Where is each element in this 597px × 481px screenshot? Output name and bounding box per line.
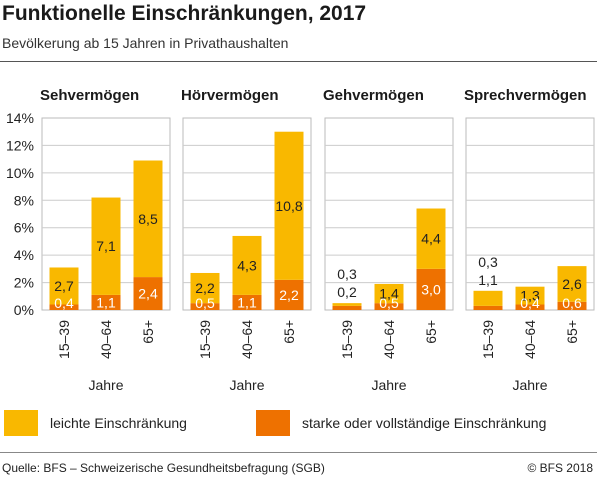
bar-light <box>515 286 545 305</box>
bar-light <box>557 266 587 302</box>
data-label-light: 1,4 <box>379 286 399 302</box>
data-label-light: 2,6 <box>562 276 582 292</box>
y-tick-label: 4% <box>14 247 34 263</box>
bar-severe <box>557 301 587 310</box>
bar-severe <box>274 279 304 310</box>
x-axis-label: Jahre <box>371 377 406 393</box>
y-tick-label: 12% <box>6 137 34 153</box>
data-label-severe: 0,3 <box>478 254 498 270</box>
y-tick-label: 10% <box>6 165 34 181</box>
legend-label-light: leichte Einschränkung <box>50 415 187 431</box>
data-label-severe: 1,1 <box>96 294 116 310</box>
bar-light <box>473 290 503 306</box>
bar-light <box>133 160 163 278</box>
x-tick-label: 15–39 <box>339 320 355 359</box>
x-axis-label: Jahre <box>88 377 123 393</box>
data-label-light: 1,1 <box>478 272 498 288</box>
x-tick-label: 40–64 <box>381 320 397 359</box>
data-label-severe: 2,4 <box>138 286 158 302</box>
data-label-severe: 2,2 <box>279 287 299 303</box>
x-tick-label: 65+ <box>423 320 439 344</box>
bar-light <box>49 267 79 305</box>
bar-severe <box>374 303 404 310</box>
data-label-severe: 1,1 <box>237 294 257 310</box>
data-label-light: 4,4 <box>421 231 441 247</box>
data-label-light: 4,3 <box>237 257 257 273</box>
chart-subtitle: Bevölkerung ab 15 Jahren in Privathausha… <box>2 35 289 51</box>
chart-area: 0%2%4%6%8%10%12%14%Sehvermögen2,70,415–3… <box>6 87 595 393</box>
x-tick-label: 15–39 <box>197 320 213 359</box>
legend-item-severe: starke oder vollständige Einschränkung <box>256 410 546 436</box>
bar-severe <box>190 303 220 310</box>
panel-title: Sprechvermögen <box>464 87 587 104</box>
y-tick-label: 8% <box>14 192 34 208</box>
legend-item-light: leichte Einschränkung <box>4 410 187 436</box>
copyright-note: © BFS 2018 <box>527 461 593 475</box>
x-tick-label: 40–64 <box>522 320 538 359</box>
x-tick-label: 40–64 <box>98 320 114 359</box>
data-label-severe: 0,5 <box>379 295 399 311</box>
data-label-severe: 0,3 <box>337 266 357 282</box>
panel-title: Hörvermögen <box>181 87 279 104</box>
bar-severe <box>515 304 545 310</box>
data-label-severe: 0,4 <box>54 295 74 311</box>
x-axis-label: Jahre <box>229 377 264 393</box>
x-tick-label: 15–39 <box>56 320 72 359</box>
x-axis-label: Jahre <box>512 377 547 393</box>
y-tick-label: 0% <box>14 302 34 318</box>
data-label-severe: 0,4 <box>520 295 540 311</box>
bar-light <box>274 131 304 280</box>
y-tick-label: 2% <box>14 275 34 291</box>
data-label-light: 8,5 <box>138 211 158 227</box>
data-label-light: 7,1 <box>96 238 116 254</box>
x-tick-label: 40–64 <box>239 320 255 359</box>
panel-title: Sehvermögen <box>40 87 139 104</box>
footer-divider <box>0 452 597 453</box>
bar-severe <box>133 277 163 310</box>
y-tick-label: 14% <box>6 110 34 126</box>
data-label-severe: 0,6 <box>562 295 582 311</box>
data-label-light: 0,2 <box>337 284 357 300</box>
bar-severe <box>49 304 79 310</box>
data-label-light: 2,2 <box>195 280 215 296</box>
data-label-light: 2,7 <box>54 278 74 294</box>
x-tick-label: 65+ <box>281 320 297 344</box>
source-note: Quelle: BFS – Schweizerische Gesundheits… <box>2 461 325 475</box>
data-label-light: 1,3 <box>520 288 540 304</box>
bar-severe <box>332 305 362 310</box>
bar-light <box>91 197 121 295</box>
bar-severe <box>91 294 121 310</box>
data-label-severe: 0,5 <box>195 295 215 311</box>
x-tick-label: 15–39 <box>480 320 496 359</box>
bar-light <box>374 283 404 304</box>
panel-title: Gehvermögen <box>323 87 424 104</box>
legend-swatch-severe <box>256 410 290 436</box>
data-label-severe: 3,0 <box>421 281 441 297</box>
bar-light <box>332 303 362 306</box>
data-label-light: 10,8 <box>275 198 302 214</box>
bar-severe <box>473 305 503 310</box>
x-tick-label: 65+ <box>564 320 580 344</box>
header-divider <box>0 61 597 62</box>
bar-light <box>416 208 446 269</box>
bar-severe <box>416 268 446 310</box>
bar-light <box>190 272 220 304</box>
chart-title: Funktionelle Einschränkungen, 2017 <box>2 2 367 25</box>
bar-severe <box>232 294 262 310</box>
bar-light <box>232 235 262 295</box>
legend-label-severe: starke oder vollständige Einschränkung <box>302 415 547 431</box>
x-tick-label: 65+ <box>140 320 156 344</box>
legend-swatch-light <box>4 410 38 436</box>
y-tick-label: 6% <box>14 220 34 236</box>
